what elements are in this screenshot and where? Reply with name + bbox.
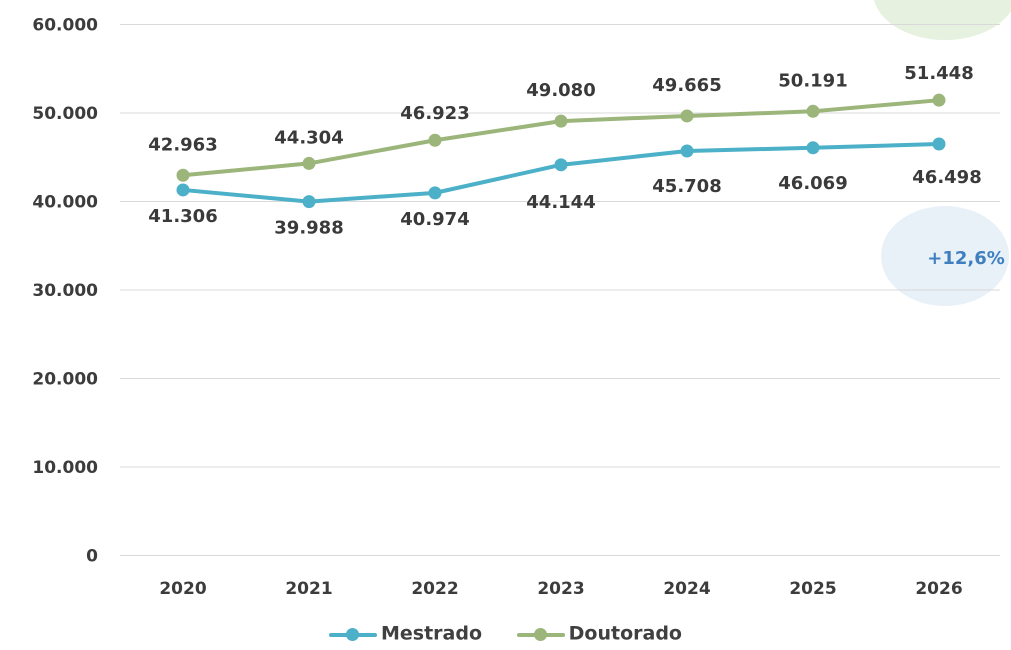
x-tick-label: 2025 bbox=[789, 579, 836, 599]
data-label-mestrado: 46.069 bbox=[778, 173, 847, 194]
legend-item-doutorado: Doutorado bbox=[516, 622, 682, 645]
data-label-mestrado: 44.144 bbox=[526, 192, 595, 213]
mestrado-growth-bubble bbox=[881, 206, 1009, 306]
data-label-mestrado: 45.708 bbox=[652, 176, 721, 197]
y-tick-label: 20.000 bbox=[32, 370, 98, 390]
y-tick-label: 10.000 bbox=[32, 458, 98, 478]
legend-label-doutorado: Doutorado bbox=[568, 622, 682, 645]
data-point-mestrado bbox=[680, 144, 694, 158]
data-label-doutorado: 50.191 bbox=[778, 70, 847, 91]
data-point-mestrado bbox=[932, 137, 946, 151]
y-tick-label: 0 bbox=[86, 547, 98, 567]
data-point-doutorado bbox=[806, 104, 820, 118]
data-label-doutorado: 49.665 bbox=[652, 75, 721, 96]
data-point-doutorado bbox=[932, 93, 946, 107]
data-label-mestrado: 46.498 bbox=[912, 167, 981, 188]
data-point-mestrado bbox=[554, 158, 568, 172]
data-label-doutorado: 42.963 bbox=[148, 134, 217, 155]
legend-swatch-doutorado bbox=[516, 627, 565, 641]
legend-item-mestrado: Mestrado bbox=[329, 622, 482, 645]
data-label-doutorado: 44.304 bbox=[274, 127, 343, 148]
y-tick-label: 30.000 bbox=[32, 281, 98, 301]
data-point-doutorado bbox=[680, 109, 694, 123]
x-tick-label: 2023 bbox=[537, 579, 584, 599]
mestrado-growth-annotation: +12,6% bbox=[927, 248, 1005, 269]
x-tick-label: 2020 bbox=[159, 579, 206, 599]
y-tick-label: 50.000 bbox=[32, 104, 98, 124]
legend-swatch-mestrado bbox=[329, 627, 377, 641]
data-label-doutorado: 46.923 bbox=[400, 103, 469, 124]
series-layer: 41.306 39.988 40.974 44.144 45.708 46.069 46.4… bbox=[148, 63, 981, 238]
y-axis: 0 10.000 20.000 30.000 40.000 50.000 60.000 bbox=[32, 16, 98, 567]
data-point-doutorado bbox=[428, 133, 442, 147]
y-tick-label: 40.000 bbox=[32, 193, 98, 213]
x-tick-label: 2026 bbox=[915, 579, 962, 599]
legend: Mestrado Doutorado bbox=[0, 622, 1011, 645]
data-label-doutorado: 49.080 bbox=[526, 80, 595, 101]
data-point-mestrado bbox=[428, 186, 442, 200]
line-chart: +12,6% 0 10.000 20.000 30.000 40.000 50.000 60… bbox=[32, 0, 1011, 599]
annotation-bubbles: +12,6% bbox=[874, 0, 1011, 306]
data-label-doutorado: 51.448 bbox=[904, 63, 973, 84]
data-label-mestrado: 40.974 bbox=[400, 209, 469, 230]
doutorado-growth-bubble bbox=[874, 0, 1011, 40]
legend-label-mestrado: Mestrado bbox=[381, 622, 483, 645]
data-label-mestrado: 39.988 bbox=[274, 218, 343, 239]
gridlines bbox=[120, 24, 1000, 556]
y-tick-label: 60.000 bbox=[32, 16, 98, 36]
data-label-mestrado: 41.306 bbox=[148, 206, 217, 227]
x-tick-label: 2024 bbox=[663, 579, 710, 599]
data-point-mestrado bbox=[302, 195, 316, 209]
data-point-mestrado bbox=[176, 183, 190, 197]
x-tick-label: 2021 bbox=[285, 579, 332, 599]
x-axis: 2020 2021 2022 2023 2024 2025 2026 bbox=[159, 579, 962, 599]
data-point-doutorado bbox=[554, 114, 568, 128]
x-tick-label: 2022 bbox=[411, 579, 458, 599]
data-point-doutorado bbox=[176, 168, 190, 182]
data-point-mestrado bbox=[806, 141, 820, 155]
data-point-doutorado bbox=[302, 156, 316, 170]
